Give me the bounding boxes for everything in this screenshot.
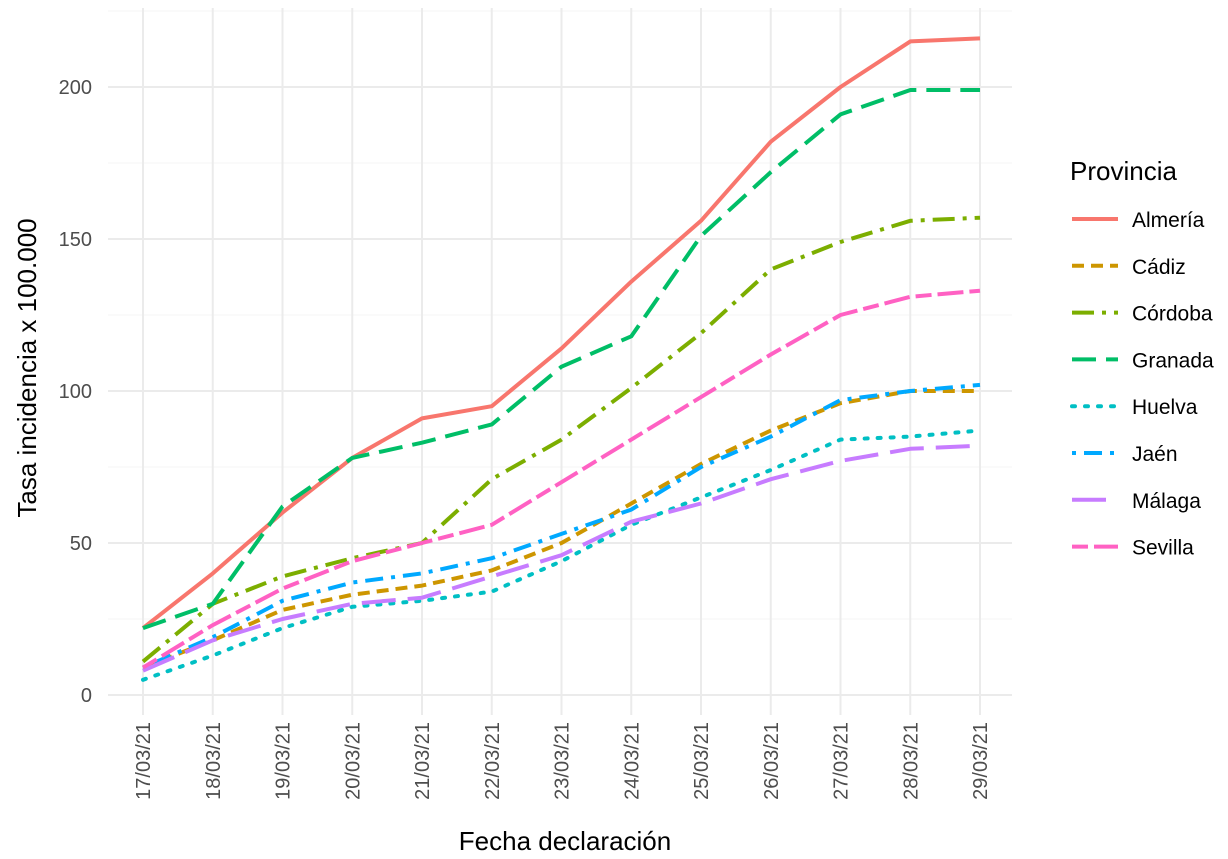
x-axis-tick-labels: 17/03/21 18/03/21 19/03/21 20/03/21 21/03/21… — [133, 722, 992, 800]
series-line-sevilla — [141, 288, 981, 670]
y-tick-label: 150 — [59, 229, 92, 251]
legend-title: Provincia — [1070, 156, 1177, 186]
y-tick-label: 200 — [59, 77, 92, 99]
x-tick-label: 22/03/21 — [482, 722, 504, 800]
legend-label: Córdoba — [1132, 303, 1213, 326]
series-line-almería — [141, 36, 981, 630]
x-tick-label: 26/03/21 — [761, 722, 783, 800]
legend-label: Sevilla — [1132, 537, 1194, 560]
legend: Provincia Almería Cádiz Córdoba Granada Huel… — [1070, 156, 1214, 560]
x-tick-label: 19/03/21 — [273, 722, 295, 800]
y-tick-label: 100 — [59, 381, 92, 403]
x-tick-label: 29/03/21 — [970, 722, 992, 800]
y-axis-title: Tasa incidencia x 100.000 — [12, 218, 42, 517]
legend-label: Almería — [1132, 209, 1205, 232]
legend-label: Cádiz — [1132, 256, 1186, 279]
x-tick-label: 28/03/21 — [900, 722, 922, 800]
series-lines — [141, 36, 982, 682]
x-tick-label: 27/03/21 — [831, 722, 853, 800]
series-line-málaga — [142, 443, 981, 673]
legend-label: Huelva — [1132, 396, 1198, 419]
series-line-cádiz — [142, 389, 980, 670]
y-tick-label: 50 — [70, 533, 92, 555]
series-line-jaén — [142, 382, 981, 670]
series-line-huelva — [141, 428, 982, 682]
legend-label: Granada — [1132, 349, 1214, 372]
x-tick-label: 18/03/21 — [203, 722, 225, 800]
legend-label: Jaén — [1132, 443, 1178, 466]
series-line-córdoba — [141, 215, 981, 664]
legend-label: Málaga — [1132, 490, 1201, 513]
x-tick-label: 21/03/21 — [412, 722, 434, 800]
y-axis-tick-labels: 0 50 100 150 200 — [59, 77, 92, 707]
x-axis-title: Fecha declaración — [459, 826, 671, 856]
x-tick-label: 17/03/21 — [133, 722, 155, 800]
y-tick-label: 0 — [81, 685, 92, 707]
major-gridlines — [108, 8, 1012, 715]
x-tick-label: 25/03/21 — [691, 722, 713, 800]
x-tick-label: 20/03/21 — [342, 722, 364, 800]
x-tick-label: 24/03/21 — [621, 722, 643, 800]
minor-gridlines — [108, 10, 1012, 620]
x-tick-label: 23/03/21 — [552, 722, 574, 800]
series-line-granada — [142, 88, 980, 630]
